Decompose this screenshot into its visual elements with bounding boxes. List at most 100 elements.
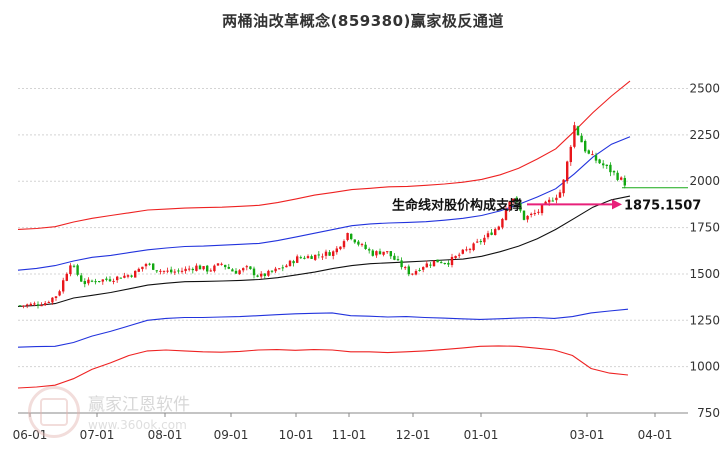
candle-body [332,251,335,256]
candle-body [65,273,68,281]
candle-body [22,305,25,307]
x-tick-label: 11-01 [332,428,367,442]
x-tick-label: 01-01 [464,428,499,442]
candle-body [209,270,212,272]
candle-body [317,254,320,256]
candle-body [497,226,500,230]
candle-body [360,244,364,246]
candle-body [40,305,43,307]
candle-body [54,296,58,298]
candle-body [501,218,504,228]
candle-body [454,255,457,259]
x-tick-label: 10-01 [279,428,314,442]
annotations: 生命线对股价构成支撑 1875.1507 [392,187,701,213]
candle-body [234,270,238,274]
candle-body [238,270,241,275]
candle-body [587,150,590,154]
candle-body [162,270,166,272]
candle-body [80,275,83,282]
candle-body [26,304,29,306]
candle-body [33,303,36,305]
candle-body [285,265,288,268]
band-lower-inner [17,136,631,271]
candle-body [188,268,191,270]
candle-body [591,154,594,156]
candle-body [252,268,256,276]
candle-body [292,261,295,264]
watermark-logo-icon [28,386,80,438]
candle-body [224,264,227,268]
candle-body [623,178,626,186]
candle-body [486,233,490,238]
candle-body [191,268,194,271]
candle-body [490,232,493,235]
candle-body [386,251,389,253]
candle-body [306,256,310,259]
candle-body [206,265,209,272]
candle-body [443,262,446,264]
candle-body [303,257,306,259]
candle-body [476,241,479,243]
candle-body [90,280,94,282]
candle-body [447,262,450,265]
candle-body [296,256,299,263]
annotation-arrow-head [612,199,622,210]
candle-body [123,275,126,278]
y-tick-label: 2250 [689,128,720,142]
candle-body [598,159,601,164]
candle-body [83,281,86,285]
candle-body [281,267,284,269]
candle-body [180,270,184,272]
band-lower-outer [17,80,631,230]
candle-body [137,268,140,272]
candle-body [69,265,72,275]
candle-body [519,203,522,211]
candle-body [357,241,360,245]
channel-bands [17,80,631,389]
grid-lines [18,88,688,414]
candle-body [36,304,40,306]
candle-body [270,270,274,272]
y-tick-label: 1500 [689,267,720,281]
candle-body [29,303,32,306]
candle-body [450,256,454,266]
candle-body [400,260,403,268]
x-tick-label: 07-01 [80,428,115,442]
candle-body [328,252,331,256]
y-tick-label: 2500 [689,82,720,96]
candle-body [620,177,623,180]
candle-body [544,201,547,204]
candle-body [184,268,187,272]
candle-body [288,260,292,266]
watermark-url: www.360ok.com [88,418,187,432]
x-tick-label: 03-01 [570,428,605,442]
candle-body [418,269,421,271]
chart-title: 两桶油改革概念(859380)赢家极反通道 [222,12,504,30]
candle-body [105,278,108,280]
candle-body [260,273,263,277]
candle-body [508,201,511,210]
candlesticks [18,121,626,309]
candle-body [126,275,130,277]
candle-body [299,257,302,259]
candle-body [310,256,313,259]
candle-body [58,291,61,296]
candle-body [339,246,342,250]
candle-body [342,241,346,248]
y-tick-label: 1250 [689,313,720,327]
candle-body [576,126,580,136]
candle-body [274,268,277,272]
candle-body [612,171,616,173]
candle-body [166,270,169,272]
candle-body [314,254,317,260]
candle-body [555,197,558,201]
candle-body [44,303,47,306]
candle-body [407,266,410,275]
candle-body [18,305,22,307]
candle-body [177,270,180,272]
candle-body [159,270,162,272]
candle-body [566,161,569,182]
candle-body [242,268,245,271]
candle-body [155,270,158,272]
